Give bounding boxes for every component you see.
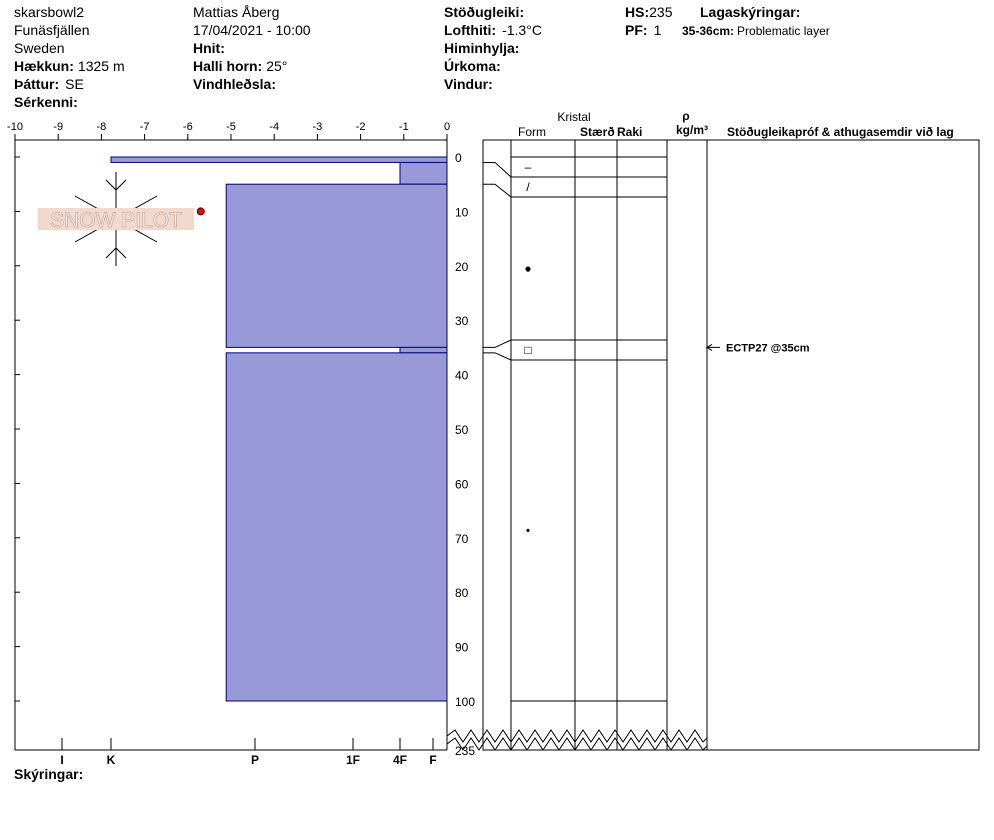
- y-tick-label: 235: [455, 744, 475, 758]
- hardness-bar: [225, 183, 448, 348]
- col-header: Kristal: [557, 110, 590, 124]
- hardness-tick-label: P: [251, 753, 259, 767]
- x-tick-label: -10: [7, 121, 23, 133]
- x-tick-label: -3: [313, 121, 323, 133]
- label: HS:: [625, 4, 649, 20]
- y-tick-label: 80: [455, 586, 469, 600]
- range: 35-36cm:: [682, 24, 734, 38]
- label: Halli horn:: [193, 58, 262, 74]
- layer-note: 35-36cm: Problematic layer: [682, 24, 830, 38]
- value: 235: [649, 4, 673, 20]
- y-tick-label: 90: [455, 641, 469, 655]
- features: Sérkenni:: [14, 94, 78, 110]
- hardness-tick-label: 4F: [393, 753, 407, 767]
- x-tick-label: -2: [356, 121, 366, 133]
- label: Lofthiti:: [444, 22, 496, 38]
- panel-frame: [482, 139, 980, 751]
- layer-notes-label: Lagaskýringar:: [700, 4, 800, 20]
- elevation: Hækkun: 1325 m: [14, 58, 125, 74]
- layer-connector: [483, 339, 512, 348]
- hardness-tick-label: F: [429, 753, 436, 767]
- area: Funäsfjällen: [14, 22, 90, 38]
- y-tick-label: 10: [455, 205, 469, 219]
- hardness-tick-label: K: [107, 753, 116, 767]
- x-tick-label: -9: [53, 121, 63, 133]
- y-tick-label: 100: [455, 695, 475, 709]
- hs: HS:235: [625, 4, 673, 20]
- value: 1325 m: [78, 58, 125, 74]
- label: Þáttur:: [14, 76, 59, 92]
- sky: Himinhylja:: [444, 40, 519, 56]
- value: SE: [65, 76, 84, 92]
- x-tick-label: -7: [140, 121, 150, 133]
- logo-band: [38, 208, 194, 230]
- hardness-bar: [110, 156, 448, 163]
- logo-text: SNOW PILOT: [50, 209, 182, 232]
- temperature-point: [196, 207, 205, 216]
- stability: Stöðugleiki:: [444, 4, 524, 20]
- y-tick-label: 60: [455, 477, 469, 491]
- x-tick-label: -1: [399, 121, 409, 133]
- value: 1: [654, 22, 662, 38]
- grain-form: /: [526, 180, 530, 194]
- observer: Mattias Åberg: [193, 4, 279, 20]
- grain-form: ●: [524, 262, 531, 276]
- value: -1.3°C: [502, 22, 542, 38]
- wind-loading: Vindhleðsla:: [193, 76, 276, 92]
- hardness-tick-label: I: [60, 753, 63, 767]
- pf: PF: 1: [625, 22, 662, 38]
- y-tick-label: 20: [455, 260, 469, 274]
- coords: Hnit:: [193, 40, 225, 56]
- x-tick-label: 0: [444, 121, 450, 133]
- value: 25°: [266, 58, 287, 74]
- grain-form: •: [526, 524, 530, 538]
- wind: Vindur:: [444, 76, 493, 92]
- x-tick-label: -5: [226, 121, 236, 133]
- datetime: 17/04/2021 - 10:00: [193, 22, 311, 38]
- slope: Halli horn: 25°: [193, 58, 287, 74]
- layer-connector: [483, 161, 512, 178]
- col-header: kg/m³: [676, 123, 708, 137]
- y-tick-label: 0: [455, 151, 462, 165]
- location: skarsbowl2: [14, 4, 84, 20]
- hardness-bar: [399, 161, 448, 185]
- layer-connector: [483, 352, 512, 361]
- precip: Úrkoma:: [444, 57, 501, 74]
- y-tick-label: 40: [455, 369, 469, 383]
- hardness-bar: [399, 346, 448, 354]
- col-header: Raki: [617, 125, 642, 139]
- col-header: ρ: [682, 109, 689, 123]
- x-tick-label: -8: [97, 121, 107, 133]
- grain-form: –: [525, 160, 532, 174]
- country: Sweden: [14, 40, 65, 56]
- y-tick-label: 50: [455, 423, 469, 437]
- col-header: Form: [518, 125, 546, 139]
- y-tick-label: 30: [455, 314, 469, 328]
- x-tick-label: -6: [183, 121, 193, 133]
- notes-label: Skýringar:: [14, 766, 83, 782]
- aspect: Þáttur: SE: [14, 76, 84, 92]
- col-header: Stöðugleikapróf & athugasemdir við lag: [727, 125, 954, 139]
- text: Problematic layer: [737, 24, 830, 38]
- test-arrow: [705, 343, 720, 351]
- label: PF:: [625, 22, 648, 38]
- label: Hækkun:: [14, 58, 74, 74]
- test-label: ECTP27 @35cm: [726, 342, 810, 354]
- hardness-tick-label: 1F: [346, 753, 360, 767]
- hardness-bar: [225, 352, 448, 702]
- x-tick-label: -4: [269, 121, 279, 133]
- y-tick-label: 70: [455, 532, 469, 546]
- grain-form: □: [524, 343, 531, 357]
- air-temp: Lofthiti: -1.3°C: [444, 22, 542, 38]
- break: [446, 737, 708, 751]
- col-header: Stærð: [580, 125, 615, 139]
- break: [446, 729, 708, 743]
- layer-connector: [483, 183, 512, 198]
